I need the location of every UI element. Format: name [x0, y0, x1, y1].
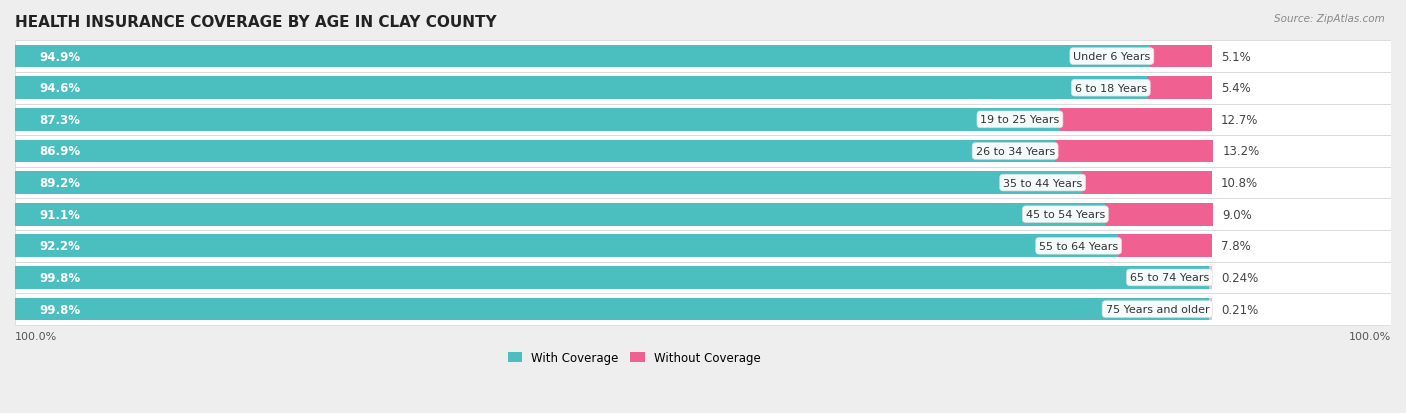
Bar [15, 298, 1209, 320]
Text: 55 to 64 Years: 55 to 64 Years [1039, 241, 1118, 251]
Text: 0.24%: 0.24% [1222, 271, 1258, 284]
Text: 91.1%: 91.1% [39, 208, 80, 221]
Text: Under 6 Years: Under 6 Years [1073, 52, 1150, 62]
Text: 0.21%: 0.21% [1222, 303, 1258, 316]
Text: 99.8%: 99.8% [39, 271, 80, 284]
Bar [15, 167, 1391, 199]
Bar [15, 230, 1391, 262]
Bar [1118, 235, 1212, 258]
Bar [15, 41, 1391, 73]
Text: 13.2%: 13.2% [1222, 145, 1260, 158]
Text: 35 to 44 Years: 35 to 44 Years [1002, 178, 1083, 188]
Bar [15, 77, 1147, 100]
Text: 12.7%: 12.7% [1220, 114, 1258, 126]
Text: 6 to 18 Years: 6 to 18 Years [1074, 83, 1147, 93]
Bar [1060, 109, 1212, 131]
Bar [15, 266, 1209, 289]
Text: 94.6%: 94.6% [39, 82, 80, 95]
Text: 94.9%: 94.9% [39, 50, 80, 64]
Legend: With Coverage, Without Coverage: With Coverage, Without Coverage [503, 347, 765, 369]
Text: 45 to 54 Years: 45 to 54 Years [1026, 210, 1105, 220]
Text: 100.0%: 100.0% [1348, 331, 1391, 342]
Bar [15, 235, 1118, 258]
Bar [15, 109, 1060, 131]
Bar [1083, 172, 1212, 195]
Bar [15, 45, 1150, 68]
Text: 7.8%: 7.8% [1220, 240, 1251, 253]
Bar [15, 199, 1391, 230]
Text: 10.8%: 10.8% [1220, 177, 1258, 190]
Text: 75 Years and older: 75 Years and older [1105, 304, 1209, 314]
Text: 19 to 25 Years: 19 to 25 Years [980, 115, 1060, 125]
Text: 5.1%: 5.1% [1220, 50, 1251, 64]
Bar [1209, 266, 1212, 289]
Bar [15, 136, 1391, 167]
Bar [15, 294, 1391, 325]
Text: 65 to 74 Years: 65 to 74 Years [1130, 273, 1209, 283]
Bar [15, 203, 1105, 226]
Text: 26 to 34 Years: 26 to 34 Years [976, 147, 1054, 157]
Text: 87.3%: 87.3% [39, 114, 80, 126]
Bar [15, 140, 1054, 163]
Text: HEALTH INSURANCE COVERAGE BY AGE IN CLAY COUNTY: HEALTH INSURANCE COVERAGE BY AGE IN CLAY… [15, 15, 496, 30]
Bar [1147, 77, 1212, 100]
Bar [1105, 203, 1213, 226]
Bar [15, 172, 1083, 195]
Bar [1150, 45, 1212, 68]
Text: Source: ZipAtlas.com: Source: ZipAtlas.com [1274, 14, 1385, 24]
Text: 100.0%: 100.0% [15, 331, 58, 342]
Text: 86.9%: 86.9% [39, 145, 80, 158]
Text: 92.2%: 92.2% [39, 240, 80, 253]
Bar [15, 262, 1391, 294]
Bar [15, 104, 1391, 136]
Text: 89.2%: 89.2% [39, 177, 80, 190]
Bar [1054, 140, 1213, 163]
Text: 99.8%: 99.8% [39, 303, 80, 316]
Text: 9.0%: 9.0% [1222, 208, 1251, 221]
Bar [1209, 298, 1212, 320]
Text: 5.4%: 5.4% [1220, 82, 1251, 95]
Bar [15, 73, 1391, 104]
